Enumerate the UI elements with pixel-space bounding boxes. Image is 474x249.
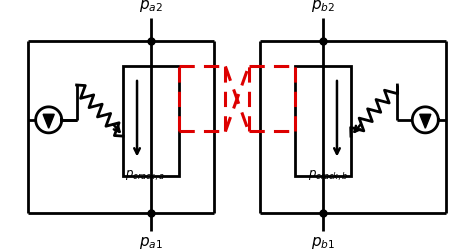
- Text: $p_{crack,b}$: $p_{crack,b}$: [308, 169, 348, 183]
- Text: $p_{b1}$: $p_{b1}$: [311, 235, 335, 249]
- Text: $p_{a2}$: $p_{a2}$: [139, 0, 163, 14]
- Polygon shape: [420, 114, 431, 128]
- Text: $p_{b2}$: $p_{b2}$: [311, 0, 335, 14]
- Text: $p_{crack,a}$: $p_{crack,a}$: [126, 169, 166, 183]
- Polygon shape: [43, 114, 54, 128]
- Text: $p_{a1}$: $p_{a1}$: [139, 235, 163, 249]
- Bar: [123, 66, 179, 176]
- Bar: [295, 66, 351, 176]
